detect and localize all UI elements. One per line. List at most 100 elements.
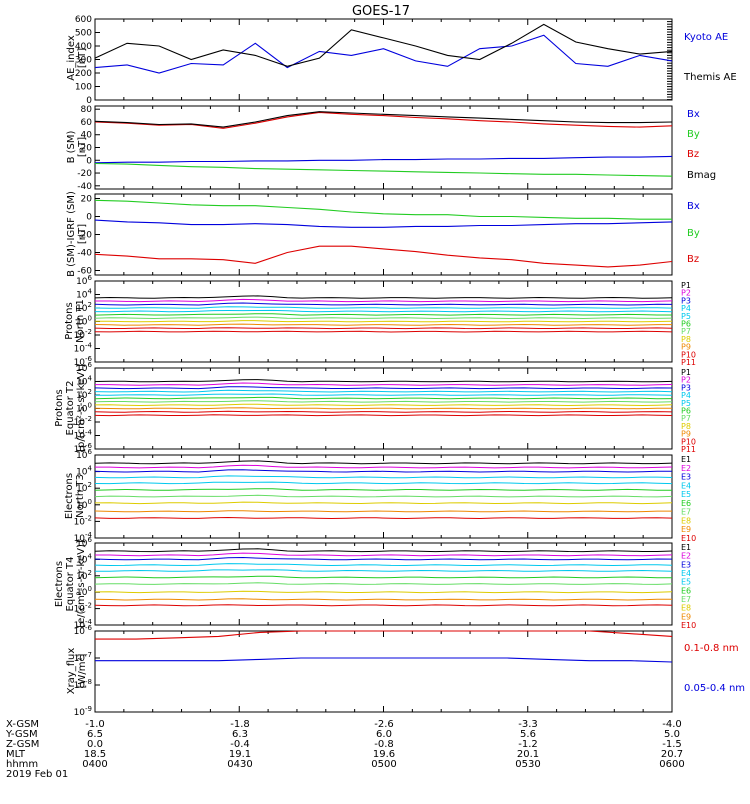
legend-e10: E10: [681, 621, 696, 630]
y-tick-label: -20: [77, 169, 92, 179]
y-tick-label: -60: [77, 267, 92, 277]
legend-p2: P2: [681, 289, 691, 298]
ephem-value: -1.0: [85, 719, 105, 730]
y-axis-label-ae: AE_index: [66, 35, 77, 81]
series-line-kyoto-ae: [94, 34, 673, 74]
ephem-value: 5.0: [664, 729, 680, 740]
ephem-value: 18.5: [84, 749, 106, 760]
y-tick-label: 104: [76, 288, 92, 301]
channel-line-e3: [94, 556, 673, 561]
legend-p10: P10: [681, 437, 696, 446]
ephem-value: 5.6: [520, 729, 536, 740]
legend-kyoto-ae: Kyoto AE: [684, 32, 728, 43]
channel-line-e4: [94, 563, 673, 567]
legend-e6: E6: [681, 586, 691, 595]
legend-e9: E9: [681, 612, 691, 621]
channel-line-e2: [95, 464, 673, 469]
channel-line-p4: [94, 306, 673, 309]
y-tick-label: 0: [86, 213, 92, 223]
ephem-value: 0600: [659, 759, 684, 770]
y-tick-label: 20: [81, 144, 93, 154]
legend-e5: E5: [681, 490, 691, 499]
y-axis-label-bi: [nT]: [77, 224, 88, 244]
channel-line-e3: [94, 469, 673, 473]
channel-line-p5: [95, 393, 673, 396]
legend-p3: P3: [681, 296, 691, 305]
y-tick-label: -40: [77, 182, 92, 192]
y-tick-label: 100: [75, 83, 92, 93]
legend-e2: E2: [681, 552, 691, 561]
ephem-value: -4.0: [662, 719, 682, 730]
legend-e7: E7: [681, 508, 691, 517]
channel-line-e5: [95, 569, 673, 572]
legend-xray-long: 0.1-0.8 nm: [684, 643, 739, 654]
legend-e3: E3: [681, 473, 691, 482]
y-axis-label-bi: B (SM)-IGRF (SM): [66, 191, 77, 277]
y-axis-label-x: [W/m²]: [77, 653, 88, 688]
channel-line-p8: [94, 320, 673, 323]
legend-p9: P9: [681, 430, 691, 439]
ephem-value: 0430: [227, 759, 252, 770]
channel-line-e7: [94, 582, 673, 585]
ephem-value: 0.0: [87, 739, 103, 750]
channel-line-e2: [95, 552, 673, 557]
ephem-value: 20.7: [661, 749, 683, 760]
channel-line-e10: [94, 516, 673, 520]
y-tick-label: 20: [81, 195, 93, 205]
channel-line-e9: [94, 598, 673, 601]
y-tick-label: 200: [75, 69, 92, 79]
series-line-0-1-0-8-nm: [95, 630, 673, 640]
y-axis-label-p1: Protons: [64, 302, 75, 339]
series-line-bmag: [94, 111, 673, 128]
channel-line-e6: [94, 575, 673, 579]
y-tick-label: 60: [81, 118, 93, 128]
series-line-bx: [94, 155, 673, 164]
legend-e6: E6: [681, 499, 691, 508]
ephem-value: 19.1: [229, 749, 251, 760]
y-tick-label: 0: [86, 96, 92, 106]
legend-p6: P6: [681, 320, 691, 329]
legend-e10: E10: [681, 534, 696, 543]
ephem-label-z-gsm: Z-GSM: [6, 739, 39, 750]
y-tick-label: 400: [75, 42, 92, 52]
channel-line-p9: [94, 323, 672, 326]
ephem-label-mlt: MLT: [6, 749, 26, 760]
legend-p6: P6: [681, 407, 691, 416]
ephem-value: 0400: [82, 759, 107, 770]
y-tick-label: 10-9: [74, 705, 92, 718]
ephem-value: 6.3: [232, 729, 248, 740]
channel-line-p8: [94, 403, 673, 407]
channel-line-p6: [94, 396, 673, 400]
legend-p7: P7: [681, 327, 691, 336]
y-axis-label-ae: [nT]: [77, 48, 88, 68]
legend-p1: P1: [681, 368, 691, 377]
legend-p7: P7: [681, 414, 691, 423]
legend-by: By: [687, 228, 700, 239]
series-line-themis-ae: [94, 23, 673, 67]
series-line-0-05-0-4-nm: [95, 657, 673, 663]
ephem-value: 20.1: [517, 749, 539, 760]
ephem-value: 0500: [371, 759, 396, 770]
ephem-label-x-gsm: X-GSM: [6, 719, 39, 730]
ephem-value: -0.8: [374, 739, 394, 750]
legend-p2: P2: [681, 376, 691, 385]
legend-p4: P4: [681, 304, 691, 313]
legend-bz: Bz: [687, 254, 699, 265]
channel-line-e1: [94, 548, 673, 553]
legend-p11: P11: [681, 445, 696, 454]
channel-line-p6: [94, 313, 672, 316]
y-axis-label-x: Xray_flux: [66, 648, 77, 695]
legend-e1: E1: [681, 455, 691, 464]
panel-frame: [94, 193, 673, 276]
channel-line-p10: [94, 410, 673, 413]
legend-e9: E9: [681, 525, 691, 534]
legend-e4: E4: [681, 569, 691, 578]
y-tick-label: 300: [75, 56, 92, 66]
channel-line-e1: [94, 460, 673, 465]
channel-line-p5: [94, 309, 673, 313]
channel-line-e9: [94, 510, 672, 513]
channel-line-e7: [94, 494, 673, 498]
channel-line-e5: [94, 481, 673, 485]
ephem-label-y-gsm: Y-GSM: [5, 729, 38, 740]
